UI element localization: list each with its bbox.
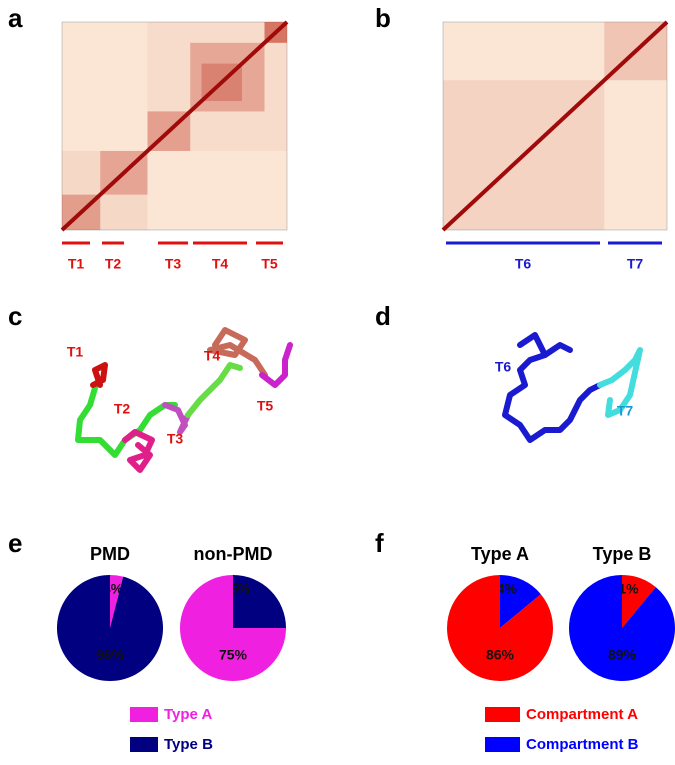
legend-swatch	[485, 737, 520, 752]
pie-title: PMD	[90, 544, 130, 564]
legend-swatch	[130, 707, 158, 722]
structure-label: T3	[167, 431, 184, 447]
pie-slice	[233, 575, 286, 628]
domain-label: T3	[165, 256, 182, 272]
legend-label: Type A	[164, 706, 213, 723]
domain-label: T7	[627, 256, 644, 272]
legend-label: Compartment B	[526, 736, 639, 753]
structure-label: T7	[617, 403, 634, 419]
pie-value-label: 86%	[486, 647, 515, 663]
domain-label: T6	[515, 256, 532, 272]
pie-value-label: 96%	[96, 647, 125, 663]
panel-letter: d	[375, 301, 391, 331]
chain	[597, 347, 643, 418]
domain-label: T4	[212, 256, 229, 272]
structure-label: T2	[114, 401, 131, 417]
pie-value-label: 89%	[608, 647, 637, 663]
chain	[542, 342, 573, 358]
panel-letter: e	[8, 528, 22, 558]
pie-slice	[500, 575, 541, 628]
chain	[185, 362, 243, 418]
panel-letter: f	[375, 528, 384, 558]
structure-label: T4	[204, 348, 221, 364]
chain	[162, 402, 191, 435]
pie-slice	[447, 575, 553, 682]
pie-slice	[569, 575, 675, 681]
pie-title: Type A	[471, 544, 529, 564]
legend-swatch	[130, 737, 158, 752]
structure-label: T1	[67, 344, 84, 360]
structure-label: T5	[257, 398, 274, 414]
domain-label: T1	[68, 256, 85, 272]
structure-d	[502, 332, 643, 443]
chain	[90, 362, 108, 388]
structure-label: T6	[495, 359, 512, 375]
legend-label: Compartment A	[526, 706, 638, 723]
pie-value-label: 75%	[219, 647, 248, 663]
legend-swatch	[485, 707, 520, 722]
structures	[75, 327, 643, 473]
domain-label: T5	[261, 256, 278, 272]
pie-slice	[57, 575, 163, 681]
pie-slice	[180, 575, 286, 681]
heatmaps	[60, 20, 669, 245]
chain	[75, 385, 178, 458]
chain	[502, 332, 603, 443]
chain	[259, 342, 293, 388]
pie-title: Type B	[593, 544, 652, 564]
chain	[122, 429, 155, 473]
structure-c	[75, 327, 293, 473]
pie-slice	[110, 575, 124, 628]
panel-letter: b	[375, 3, 391, 33]
panel-letter: c	[8, 301, 22, 331]
legend-label: Type B	[164, 736, 213, 753]
panel-letter: a	[8, 3, 23, 33]
labels: a b c d e f T1 T2 T3 T4 T5 T6 T7 T1 T2 T3 T4 T5 T6 T7	[8, 3, 643, 558]
heatmap-diagonal	[60, 20, 289, 232]
pie-slice	[622, 575, 656, 628]
heatmap-diagonal	[441, 20, 669, 232]
pie-title: non-PMD	[194, 544, 273, 564]
domain-label: T2	[105, 256, 122, 272]
chain	[207, 327, 268, 378]
